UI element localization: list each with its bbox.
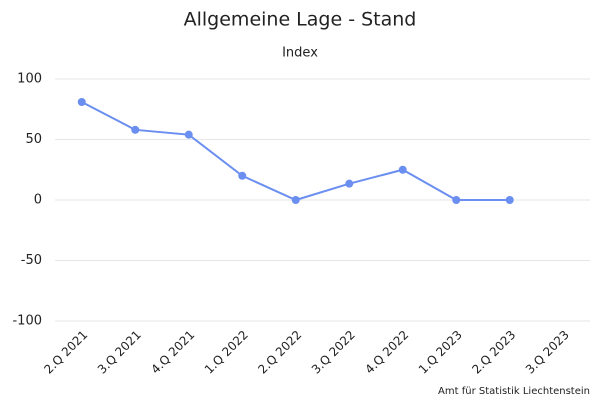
data-point bbox=[184, 130, 193, 139]
x-tick-label: 3.Q 2021 bbox=[95, 328, 144, 377]
x-tick-label: 3.Q 2023 bbox=[523, 328, 572, 377]
data-line bbox=[81, 101, 510, 202]
x-tick-label: 1.Q 2022 bbox=[202, 328, 251, 377]
chart-subtitle: Index bbox=[282, 46, 318, 61]
x-tick-label: 2.Q 2021 bbox=[41, 328, 90, 377]
x-tick-label: 4.Q 2021 bbox=[148, 328, 197, 377]
x-tick-label: 2.Q 2023 bbox=[469, 328, 518, 377]
x-tick-label: 3.Q 2022 bbox=[309, 328, 358, 377]
y-tick-label: 50 bbox=[25, 132, 42, 147]
data-point bbox=[398, 165, 407, 174]
data-point bbox=[452, 196, 461, 204]
data-point bbox=[77, 97, 86, 106]
data-point bbox=[291, 196, 300, 204]
y-tick-label: 0 bbox=[34, 193, 42, 208]
data-point bbox=[131, 125, 140, 134]
chart-title: Allgemeine Lage - Stand bbox=[184, 9, 417, 31]
data-point bbox=[238, 171, 247, 180]
x-tick-label: 2.Q 2022 bbox=[255, 328, 304, 377]
data-point bbox=[505, 196, 514, 204]
data-point bbox=[345, 179, 354, 188]
y-tick-label: -100 bbox=[12, 314, 42, 329]
y-tick-label: -50 bbox=[21, 253, 42, 268]
x-tick-label: 4.Q 2022 bbox=[362, 328, 411, 377]
credit: Amt für Statistik Liechtenstein bbox=[438, 386, 590, 397]
y-tick-label: 100 bbox=[17, 72, 42, 87]
x-tick-label: 1.Q 2023 bbox=[416, 328, 465, 377]
